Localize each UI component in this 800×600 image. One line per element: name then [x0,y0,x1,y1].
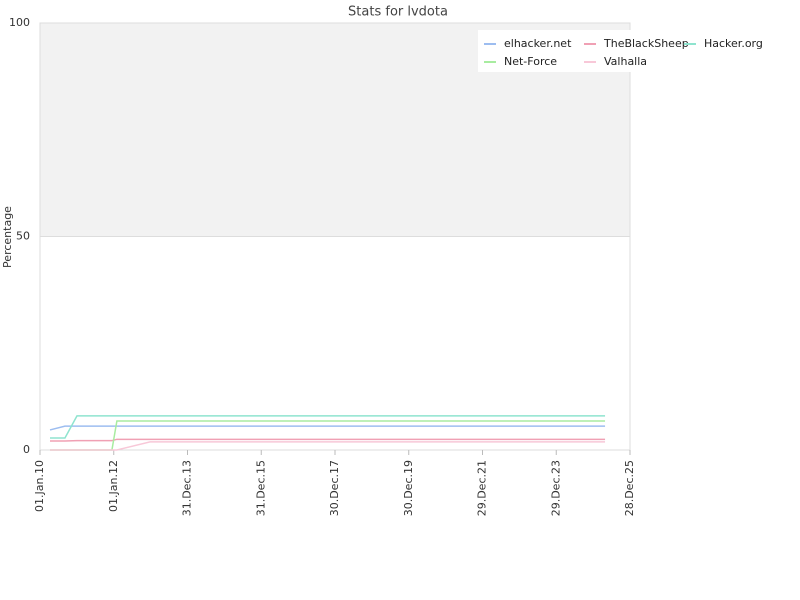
y-tick-label: 0 [23,443,30,456]
legend: elhacker.net TheBlackSheep Hacker.org Net-F… [478,30,790,72]
legend-label: Valhalla [604,55,647,68]
x-tick-label: 31.Dec.15 [254,460,267,516]
chart-title: Stats for lvdota [348,5,448,20]
legend-label: Hacker.org [704,37,763,50]
y-axis-label: Percentage [1,206,14,268]
legend-label: Net-Force [504,55,557,68]
series-line [50,415,606,439]
y-tick-label: 50 [16,230,30,243]
x-tick-label: 28.Dec.25 [623,460,636,516]
series-line [49,425,606,431]
y-tick-label: 100 [9,16,30,29]
x-tick-label: 29.Dec.21 [476,460,489,516]
x-tick-label: 29.Dec.23 [549,460,562,516]
x-tick-label: 31.Dec.13 [181,460,194,516]
x-tick-label: 30.Dec.17 [328,460,341,516]
legend-label: TheBlackSheep [603,37,689,50]
x-tick-label: 01.Jan.10 [33,460,46,512]
x-tick-label: 30.Dec.19 [402,460,415,516]
series-line [50,441,606,451]
legend-box [478,30,790,72]
series-line [50,438,606,442]
legend-label: elhacker.net [504,37,572,50]
x-tick-label: 01.Jan.12 [107,460,120,512]
